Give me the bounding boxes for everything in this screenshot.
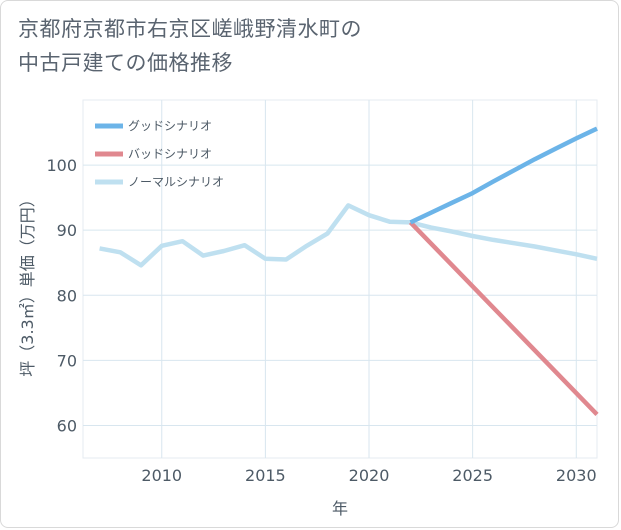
series-line-2 bbox=[99, 203, 598, 268]
y-axis-title: 坪（3.3㎡）単価（万円） bbox=[18, 191, 37, 376]
x-tick-label: 2015 bbox=[245, 466, 286, 485]
legend-label: バッドシナリオ bbox=[128, 147, 212, 161]
y-tick-label: 80 bbox=[57, 286, 77, 305]
series-lines bbox=[99, 126, 599, 416]
x-tick-label: 2010 bbox=[141, 466, 182, 485]
axes: 2010 2015 2020 2025 2030 60 70 80 90 100 bbox=[46, 156, 596, 485]
x-tick-label: 2025 bbox=[452, 466, 493, 485]
chart-title-line1: 京都府京都市右京区嵯峨野清水町の bbox=[18, 17, 362, 41]
series-line-0 bbox=[409, 126, 598, 225]
x-tick-label: 2020 bbox=[349, 466, 390, 485]
legend-label: ノーマルシナリオ bbox=[128, 175, 224, 189]
y-tick-label: 100 bbox=[46, 156, 77, 175]
y-tick-label: 90 bbox=[57, 221, 77, 240]
chart-title: 京都府京都市右京区嵯峨野清水町の 中古戸建ての価格推移 bbox=[18, 12, 362, 80]
grid bbox=[82, 99, 598, 459]
y-tick-label: 70 bbox=[57, 351, 77, 370]
legend-label: グッドシナリオ bbox=[128, 119, 212, 133]
y-tick-label: 60 bbox=[57, 416, 77, 435]
x-axis-title: 年 bbox=[332, 499, 348, 518]
x-tick-label: 2030 bbox=[556, 466, 597, 485]
series-line-1 bbox=[408, 220, 599, 416]
plot-area bbox=[82, 99, 598, 459]
chart-title-line2: 中古戸建ての価格推移 bbox=[18, 51, 233, 75]
